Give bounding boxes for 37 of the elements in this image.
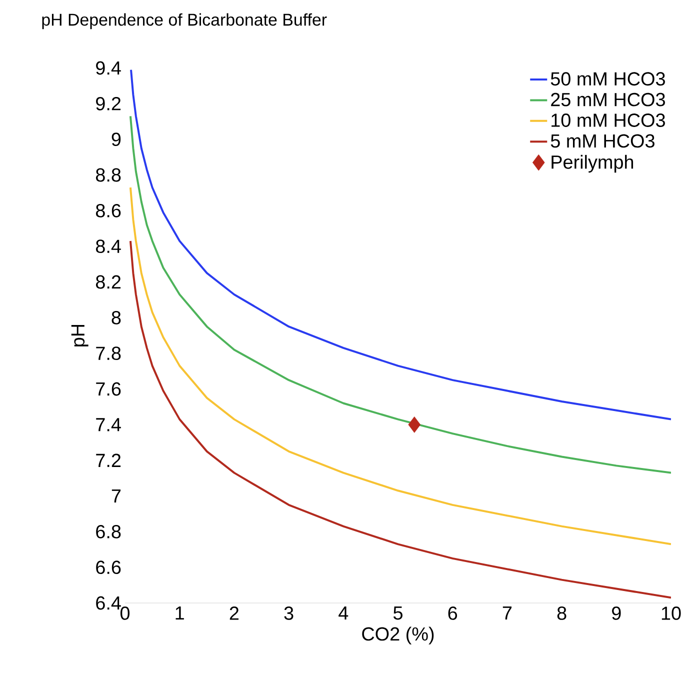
x-tick-label: 4 <box>338 606 348 620</box>
x-tick-label: 10 <box>662 606 681 620</box>
legend-label: 25 mM HCO3 <box>551 92 665 106</box>
y-tick-label: 9.4 <box>96 61 121 75</box>
y-tick-label: 6.8 <box>96 524 121 538</box>
line-series <box>129 115 672 474</box>
chart-title: pH Dependence of Bicarbonate Buffer <box>42 13 327 30</box>
line-series <box>130 68 672 420</box>
legend-label: 5 mM HCO3 <box>550 134 654 148</box>
x-tick-label: 1 <box>176 606 184 620</box>
y-tick-label: 7.4 <box>96 418 121 432</box>
y-tick-label: 8.8 <box>96 168 121 182</box>
x-tick-label: 0 <box>120 606 130 620</box>
y-tick-label: 8.2 <box>96 275 121 289</box>
x-axis-title: CO2 (%) <box>362 626 434 644</box>
x-tick-label: 5 <box>393 606 402 620</box>
y-tick-label: 7.6 <box>96 382 121 396</box>
y-tick-label: 8.6 <box>96 204 121 218</box>
x-tick-label: 7 <box>502 606 512 620</box>
x-tick-label: 3 <box>284 606 294 620</box>
legend-label: 10 mM HCO3 <box>552 114 665 127</box>
y-tick-label: 7 <box>112 489 121 503</box>
y-tick-label: 8 <box>112 310 121 324</box>
y-tick-label: 8.4 <box>96 240 121 254</box>
y-axis-title: pH <box>71 324 88 346</box>
y-tick-label: 7.2 <box>96 454 121 467</box>
y-tick-label: 9 <box>112 132 121 146</box>
y-tick-label: 6.6 <box>96 560 121 574</box>
x-tick-label: 2 <box>230 606 239 620</box>
y-tick-label: 6.4 <box>96 596 121 610</box>
legend-label: 50 mM HCO3 <box>550 72 665 86</box>
y-tick-label: 9.2 <box>96 96 121 110</box>
y-tick-label: 7.8 <box>96 346 121 360</box>
x-tick-label: 8 <box>557 606 566 620</box>
x-tick-label: 6 <box>448 606 458 620</box>
x-tick-label: 9 <box>612 606 621 620</box>
legend-label: Perilymph <box>552 154 634 173</box>
